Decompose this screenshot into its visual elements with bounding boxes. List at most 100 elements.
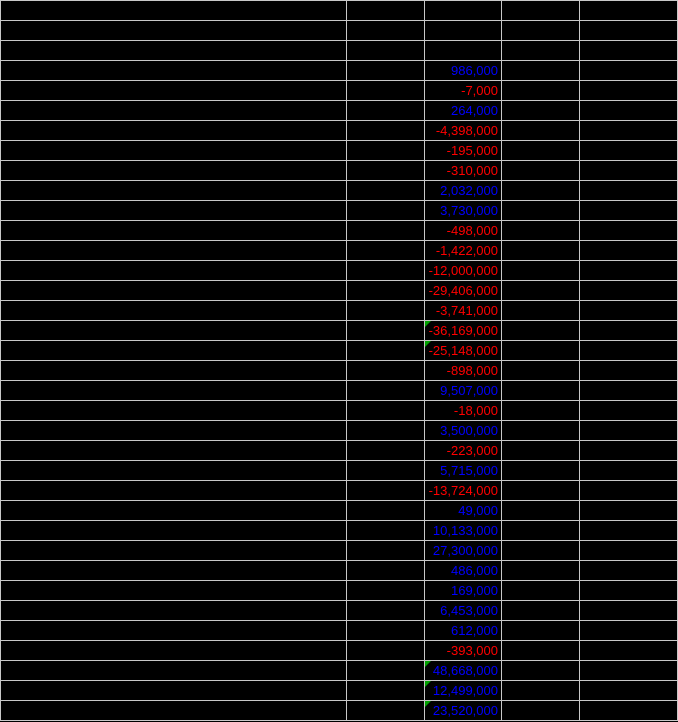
classification-cell[interactable]: CURRENT [579,480,678,501]
line-item-label[interactable]: ACCRUALS [0,440,347,461]
empty-cell[interactable] [501,40,580,61]
value-2015-cell[interactable]: 10,528,000 [501,180,580,201]
classification-cell[interactable]: CURRENT [579,300,678,321]
change-cell[interactable]: 27,300,000 [424,540,502,561]
value-2016-cell[interactable]: -3,000,000 [346,440,425,461]
change-cell[interactable]: 169,000 [424,580,502,601]
line-item-label[interactable]: NET ASSETS [0,680,347,701]
value-2015-cell[interactable]: -6,453,000 [501,600,580,621]
change-cell[interactable]: -4,398,000 [424,120,502,141]
line-item-label[interactable]: NET TANGIBLE ASSETS [0,700,347,721]
value-2016-cell[interactable]: 0 [346,480,425,501]
value-2016-cell[interactable]: 1,162,000 [346,240,425,261]
classification-cell[interactable]: NON CURRENT [579,620,678,641]
line-item-label[interactable]: DEFERRED TAX LIABILITIES [0,620,347,641]
year-2016-header[interactable]: 2016 [346,20,425,41]
change-cell[interactable]: -393,000 [424,640,502,661]
value-2015-cell[interactable]: 12,000,000 [501,260,580,281]
change-cell[interactable]: -13,724,000 [424,480,502,501]
change-cell[interactable]: 10,133,000 [424,520,502,541]
value-2015-cell[interactable]: 81,919,000 [501,680,580,701]
classification-cell[interactable]: NON CURRENT [579,60,678,81]
classification-cell[interactable]: CURRENT [579,360,678,381]
value-2016-cell[interactable]: -8,524,000 [346,380,425,401]
value-2016-cell[interactable]: -8,410,000 [346,360,425,381]
value-2016-cell[interactable]: 292,000 [346,140,425,161]
change-cell[interactable]: 9,507,000 [424,380,502,401]
value-2015-cell[interactable]: -224,000 [501,580,580,601]
line-item-label[interactable]: GOODWILL RELATING TO DISCONTINUED BUSINE… [0,260,347,281]
line-item-label[interactable]: PAYABLES RELATED TO DISCONTINUED BUSINES… [0,480,347,501]
value-2016-cell[interactable]: 1,063,000 [346,220,425,241]
empty-cell[interactable] [579,0,678,21]
value-2015-cell[interactable]: -27,300,000 [501,540,580,561]
classification-cell[interactable]: NON CURRENT [579,640,678,661]
value-2015-cell[interactable]: -626,000 [501,400,580,421]
value-2015-cell[interactable]: -17,068,000 [501,520,580,541]
line-item-label[interactable]: CASH [0,300,347,321]
change-cell[interactable]: 612,000 [424,620,502,641]
line-item-label[interactable]: OTHER PAYABLES [0,460,347,481]
line-item-label[interactable]: TRADE RECEIVABLES [0,200,347,221]
classification-cell[interactable]: CURRENT [579,540,678,561]
value-2015-cell[interactable]: -613,000 [501,560,580,581]
line-item-label[interactable]: LOANS & BORROWINGS [0,600,347,621]
line-item-label[interactable]: BORROWINGS [0,520,347,541]
empty-cell[interactable] [346,0,425,21]
change-cell[interactable]: -29,406,000 [424,280,502,301]
line-item-label[interactable]: LAND & BUILDINGS [0,100,347,121]
value-2016-cell[interactable]: 71,005,000 [346,60,425,81]
classification-cell[interactable]: NON CURRENT [579,140,678,161]
value-2016-cell[interactable]: -644,000 [346,400,425,421]
classification-cell[interactable]: CURRENT [579,180,678,201]
classification-cell[interactable]: NON CURRENT [579,120,678,141]
line-item-label[interactable]: PLANT & EQUIPMENT [0,120,347,141]
change-cell-with-comment[interactable]: 23,520,000 [424,700,502,721]
value-2016-cell[interactable]: 51,967,000 [346,340,425,361]
empty-cell[interactable] [0,20,347,41]
classification-cell[interactable]: CURRENT [579,200,678,221]
change-cell[interactable]: 2,032,000 [424,180,502,201]
change-cell[interactable]: -195,000 [424,140,502,161]
line-item-label[interactable]: TOTAL LIABILITIES [0,660,347,681]
change-cell[interactable]: -1,422,000 [424,240,502,261]
classification-cell[interactable]: NON CURRENT [579,100,678,121]
sheet-title[interactable]: STATEMENT OF FINANCIAL POSITION [0,0,347,21]
value-2015-cell[interactable]: -2,777,000 [501,440,580,461]
value-2016-cell[interactable]: -6,081,000 [346,640,425,661]
value-2016-cell[interactable]: 834,000 [346,80,425,101]
value-2015-cell[interactable]: 1,856,000 [501,160,580,181]
empty-cell[interactable] [501,0,580,21]
empty-cell[interactable] [579,40,678,61]
change-cell[interactable]: -310,000 [424,160,502,181]
classification-cell[interactable] [579,700,678,721]
classification-cell[interactable]: CURRENT [579,460,678,481]
change-cell[interactable]: 49,000 [424,500,502,521]
change-cell[interactable]: -3,741,000 [424,300,502,321]
value-2015-cell[interactable]: -18,031,000 [501,380,580,401]
line-item-label[interactable]: TOTAL TANGIBLE ASSETS [0,340,347,361]
value-2016-cell[interactable]: -103,000 [346,500,425,521]
classification-cell[interactable] [579,660,678,681]
change-cell[interactable]: -898,000 [424,360,502,381]
value-2015-cell[interactable]: 6,667,000 [501,300,580,321]
empty-cell[interactable] [0,40,347,61]
value-2015-cell[interactable]: 2,584,000 [501,240,580,261]
value-2016-cell[interactable]: -55,000 [346,580,425,601]
classification-cell[interactable]: CURRENT [579,400,678,421]
change-cell[interactable]: -498,000 [424,220,502,241]
classification-cell[interactable]: CURRENT [579,240,678,261]
change-cell[interactable]: -7,000 [424,80,502,101]
classification-cell[interactable]: NON CURRENT [579,160,678,181]
change-cell[interactable]: 5,715,000 [424,460,502,481]
empty-cell[interactable] [579,20,678,41]
value-2015-cell[interactable]: 77,115,000 [501,340,580,361]
value-2015-cell[interactable]: -2,537,000 [501,620,580,641]
line-item-label[interactable]: FINANCE LEASES [0,580,347,601]
line-item-label[interactable]: CONTINGENT CONSIDERATION [0,420,347,441]
value-2015-cell[interactable]: 159,975,000 [501,320,580,341]
change-cell[interactable]: -12,000,000 [424,260,502,281]
change-cell[interactable]: 486,000 [424,560,502,581]
value-2016-cell[interactable]: 123,806,000 [346,320,425,341]
change-cell[interactable]: -223,000 [424,440,502,461]
